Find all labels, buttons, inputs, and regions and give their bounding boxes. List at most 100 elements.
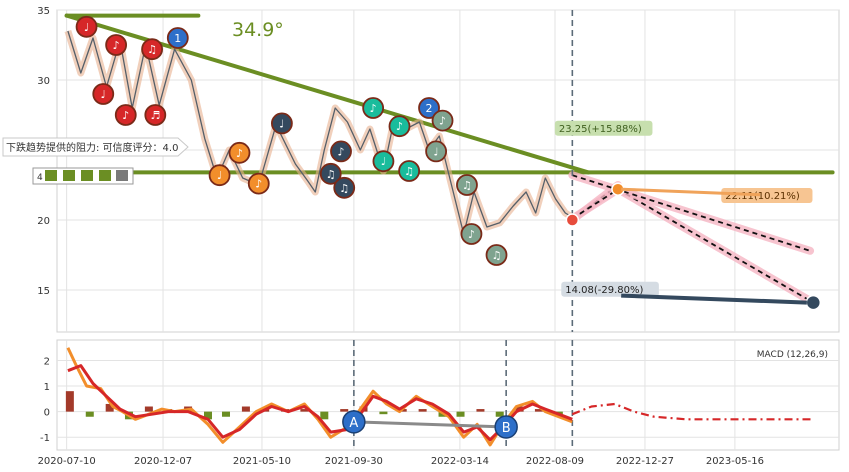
price-series [64, 29, 575, 238]
x-tick: 2020-12-07 [134, 456, 192, 467]
macd-y-tick: 1 [44, 382, 50, 393]
macd-bar [418, 409, 427, 412]
mini-legend: 4 [32, 167, 134, 185]
projection-halo [568, 186, 621, 223]
price-y-tick: 20 [37, 216, 50, 227]
annotation-label: 23.25(+15.88%) [559, 124, 642, 135]
annotation-box [561, 281, 659, 297]
pattern-markers: ♩♩♪♪♫♬1♩♪♪♩♫♪♫♪♩♪♫2♩♪♫♪♫ [75, 15, 508, 266]
macd-bar [65, 391, 74, 412]
pattern-marker [362, 97, 385, 119]
macd-point [494, 415, 518, 439]
x-tick: 2020-07-10 [38, 456, 96, 467]
pattern-marker-glyph: ♪ [236, 147, 243, 160]
pattern-marker [247, 172, 270, 195]
pattern-marker [141, 38, 163, 61]
projection-line [572, 174, 811, 252]
macd-bar [379, 411, 388, 415]
macd-bar [320, 411, 329, 420]
x-tick: 2022-12-27 [616, 456, 674, 467]
macd-y-tick: 0 [44, 408, 50, 419]
pattern-marker [75, 15, 98, 38]
macd-bar [534, 409, 543, 412]
price-y-tick: 30 [37, 76, 50, 87]
macd-bar [495, 411, 504, 417]
resistance-label: 下跌趋势提供的阻力: 可信度评分：4.0 [6, 141, 178, 154]
pattern-marker [114, 104, 137, 126]
angle-label: 34.9° [232, 19, 284, 41]
macd-y-tick-labels: -1 0 1 2 [40, 356, 50, 444]
x-tick: 2021-05-10 [233, 456, 291, 467]
pattern-marker [330, 140, 352, 163]
pattern-marker-glyph: ♫ [404, 165, 414, 178]
pattern-marker-glyph: ♫ [326, 168, 336, 181]
macd-line [67, 364, 573, 442]
x-tick: 2021-09-30 [325, 456, 383, 467]
pattern-marker-glyph: ♩ [279, 117, 284, 130]
ab-connector [353, 420, 507, 429]
macd-line [66, 347, 573, 447]
pattern-marker-glyph: ♪ [439, 115, 446, 128]
pattern-marker [485, 244, 508, 266]
annotation-box [554, 120, 653, 136]
pattern-marker [456, 174, 478, 196]
pattern-marker-glyph: ♪ [255, 178, 262, 191]
pattern-marker [92, 83, 115, 105]
pattern-marker-glyph: ♩ [217, 169, 222, 182]
macd-bar [340, 409, 349, 412]
projection-end-dot [805, 294, 822, 311]
pattern-marker [270, 112, 293, 135]
pattern-marker-glyph: ♪ [122, 109, 129, 122]
macd-y-tick: -1 [40, 433, 50, 444]
macd-bar [204, 411, 213, 420]
price-y-tick: 35 [37, 6, 50, 17]
pattern-marker-glyph: ♪ [370, 102, 377, 115]
macd-bar [300, 409, 309, 412]
pattern-marker [388, 115, 411, 138]
pattern-marker [333, 176, 356, 199]
pattern-marker [398, 160, 421, 182]
macd-bar [105, 403, 114, 412]
target-arrow-orange [621, 187, 761, 197]
pattern-marker-glyph: ♪ [337, 145, 344, 158]
pattern-marker [166, 27, 189, 49]
macd-bar [476, 409, 485, 412]
x-tick: 2023-05-16 [706, 456, 764, 467]
pattern-marker [460, 223, 483, 245]
resistance-callout: 下跌趋势提供的阻力: 可信度评分：4.0 [2, 137, 189, 157]
pattern-marker [431, 109, 454, 132]
pattern-marker [372, 150, 395, 173]
pattern-marker [228, 141, 251, 164]
x-tick: 2022-03-14 [431, 456, 489, 467]
price-y-tick: 15 [37, 286, 50, 297]
x-tick: 2022-08-09 [526, 456, 584, 467]
price-annotations: 23.25(+15.88%) 22.11(10.21%) 14.08(-29.80%… [554, 120, 822, 311]
pattern-marker-glyph: ♩ [381, 155, 386, 168]
pattern-marker-glyph: ♪ [396, 120, 403, 133]
pattern-marker [144, 104, 167, 126]
pattern-marker [105, 34, 128, 56]
pattern-marker-glyph: ♫ [492, 249, 502, 262]
macd-bar [241, 406, 250, 412]
macd-projection-line [571, 402, 814, 421]
pattern-marker-glyph: ♫ [462, 179, 472, 192]
macd-point [342, 410, 366, 434]
projection-line [617, 188, 814, 304]
pattern-marker-glyph: ♫ [147, 43, 157, 56]
pattern-marker-glyph: ♩ [434, 145, 439, 158]
pattern-marker [319, 162, 342, 185]
macd-bar [85, 411, 94, 417]
pattern-marker-glyph: 2 [426, 102, 433, 115]
macd-point-label: A [349, 416, 358, 431]
target-arrow-dark [621, 293, 807, 305]
macd-legend: MACD (12,26,9) [757, 350, 828, 360]
macd-bar [456, 411, 465, 417]
pattern-marker-glyph: ♫ [339, 182, 349, 195]
macd-plot-area [56, 339, 840, 451]
pattern-marker-glyph: 1 [174, 32, 181, 45]
pattern-marker-glyph: ♪ [468, 228, 475, 241]
pattern-marker [418, 97, 440, 119]
pattern-marker [208, 164, 231, 187]
